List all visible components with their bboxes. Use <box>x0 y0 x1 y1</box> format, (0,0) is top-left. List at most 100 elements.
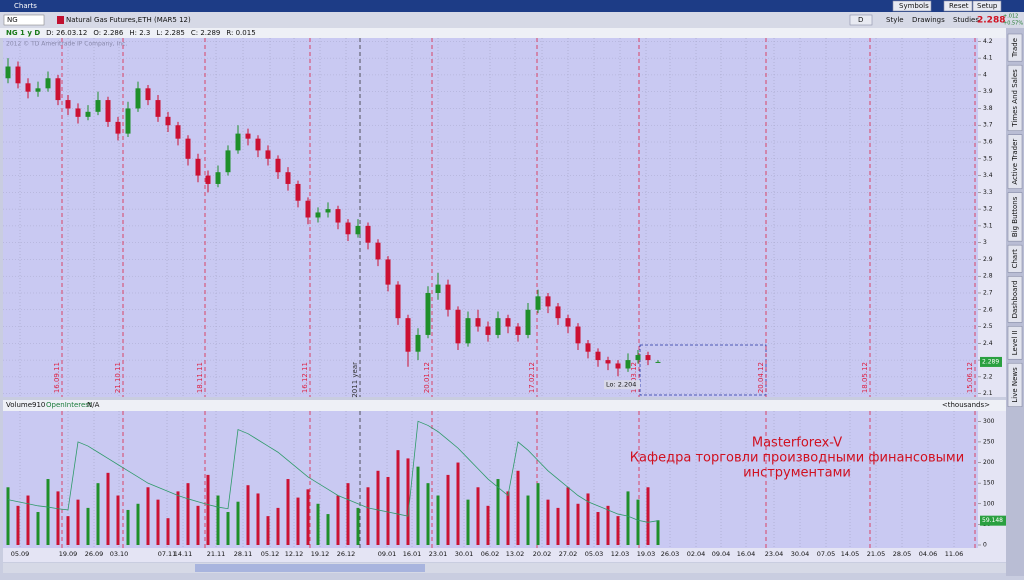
volume-bar <box>616 516 620 545</box>
y-tick-label: 4.1 <box>983 55 993 62</box>
info-field: R: 0.015 <box>226 29 255 37</box>
candle-body <box>255 138 261 151</box>
volume-bar <box>496 479 500 545</box>
candle-body <box>345 222 351 235</box>
tab[interactable] <box>1007 33 1023 62</box>
volume-bar <box>506 491 510 545</box>
tab[interactable] <box>1007 362 1023 407</box>
y-tick-label: 100 <box>983 500 995 507</box>
y-tick-label: 2.6 <box>983 306 993 313</box>
tab[interactable] <box>1007 134 1023 189</box>
candle-body <box>505 318 511 327</box>
x-tick-label: 06.02 <box>481 550 500 558</box>
y-tick-label: 300 <box>983 418 995 425</box>
y-tick-label: 2.5 <box>983 323 993 330</box>
volume-bar <box>146 487 150 545</box>
candle-body <box>235 133 241 151</box>
x-tick-label: 04.06 <box>919 550 938 558</box>
tab[interactable] <box>1007 276 1023 323</box>
volume-bar <box>426 483 430 545</box>
volume-bar <box>86 507 90 545</box>
y-tick-label: 3.1 <box>983 222 993 229</box>
x-tick-label: 16.04 <box>737 550 756 558</box>
tab[interactable] <box>1007 192 1023 242</box>
y-tick-label: 3.2 <box>983 206 993 213</box>
volume-bar <box>336 495 340 545</box>
x-tick-label: 27.02 <box>559 550 578 558</box>
sidebar-tab: Big Buttons <box>1011 196 1019 237</box>
volume-header-field: OpenInterest <box>46 401 92 409</box>
candle-body <box>315 212 321 218</box>
candle-body <box>325 209 331 213</box>
scroll-thumb[interactable] <box>195 564 425 572</box>
marker-label: 16.12.11 <box>301 362 309 393</box>
candle-body <box>335 209 341 223</box>
volume-bar <box>6 487 10 545</box>
candle-body <box>425 292 431 335</box>
volume-bar <box>226 512 230 545</box>
candle-body <box>85 111 91 117</box>
annotation: инструментами <box>743 466 851 481</box>
candle-body <box>115 121 121 134</box>
candle-body <box>165 116 171 126</box>
candle-body <box>275 158 281 173</box>
volume-bar <box>626 491 630 545</box>
volume-bar <box>466 499 470 545</box>
button[interactable] <box>943 0 973 12</box>
x-tick-label: 07.11 <box>158 550 177 558</box>
candle-body <box>125 108 131 134</box>
symbol-input[interactable] <box>3 14 45 26</box>
sidebar-tab: Live News <box>1011 367 1019 403</box>
y-tick-label: 2.1 <box>983 390 993 397</box>
x-tick-label: 21.11 <box>207 550 226 558</box>
candle-body <box>385 259 391 285</box>
candle-body <box>305 200 311 218</box>
last-price: 2.288 <box>977 16 1005 26</box>
candle-body <box>215 172 221 184</box>
y-tick-label: 3.5 <box>983 155 993 162</box>
x-tick-label: 11.06 <box>945 550 964 558</box>
candle-body <box>5 66 11 79</box>
price-panel <box>3 38 978 397</box>
x-tick-label: 05.09 <box>11 550 30 558</box>
x-tick-label: 13.02 <box>506 550 525 558</box>
marker-label: 18.11.11 <box>196 362 204 393</box>
last-tag-label: 2.289 <box>982 358 999 365</box>
tab[interactable] <box>1007 244 1023 273</box>
volume-bar <box>246 485 250 545</box>
volume-bar <box>36 512 40 545</box>
info-field: O: 2.286 <box>93 29 124 37</box>
volume-bar <box>586 493 590 545</box>
y-tick-label: 2.8 <box>983 273 993 280</box>
annotation: Masterforex-V <box>752 436 842 451</box>
volume-bar <box>46 479 50 545</box>
volume-bar <box>236 501 240 545</box>
info-field: L: 2.285 <box>156 29 185 37</box>
volume-bar <box>526 495 530 545</box>
scrollbar[interactable] <box>3 563 1006 573</box>
volume-bar <box>376 470 380 545</box>
volume-bar <box>166 518 170 545</box>
marker-label: 17.02.12 <box>528 362 536 393</box>
candle-body <box>625 360 631 369</box>
y-tick-label: 2.7 <box>983 289 993 296</box>
x-tick-label: 09.04 <box>712 550 731 558</box>
marker-label: 21.10.11 <box>114 362 122 393</box>
volume-bar <box>16 505 20 545</box>
marker-label: 20.04.12 <box>757 362 765 393</box>
change-pct: +0.57% <box>1003 21 1023 27</box>
candle-body <box>465 318 471 344</box>
tab[interactable] <box>1007 326 1023 360</box>
candle-body <box>105 100 111 122</box>
y-tick-label: 2.4 <box>983 340 993 347</box>
window-title: Charts <box>14 2 37 10</box>
candle-body <box>435 284 441 293</box>
tab[interactable] <box>1007 64 1023 131</box>
marker-label: 15.06.12 <box>966 362 974 393</box>
volume-bar <box>346 483 350 545</box>
candle-body <box>555 306 561 319</box>
button[interactable] <box>849 14 873 26</box>
button[interactable] <box>972 0 1002 12</box>
button[interactable] <box>892 0 932 12</box>
